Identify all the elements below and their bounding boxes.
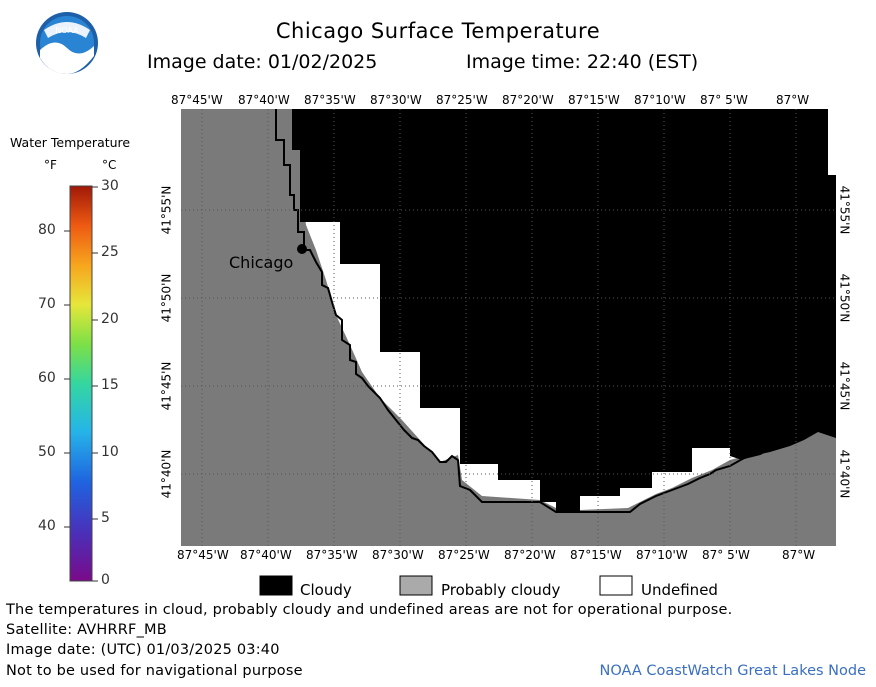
undefined-area [828, 109, 836, 175]
lat-tick-right: 41°40'N [837, 449, 852, 499]
utc-date-text: Image date: (UTC) 01/03/2025 03:40 [6, 642, 280, 658]
lat-tick-left: 41°50'N [159, 273, 174, 323]
lon-tick-top: 87°30'W [370, 93, 422, 107]
lon-tick-bottom: 87° 5'W [702, 548, 750, 562]
lat-tick-left: 41°55'N [159, 185, 174, 235]
navigation-warning: Not to be used for navigational purpose [6, 663, 303, 679]
image-date: Image date: 01/02/2025 [147, 51, 378, 73]
fahrenheit-tick: 80 [38, 222, 56, 238]
lon-tick-bottom: 87°W [782, 548, 816, 562]
lon-tick-bottom: 87°25'W [438, 548, 490, 562]
image-time: Image time: 22:40 (EST) [466, 51, 699, 73]
fahrenheit-tick: 50 [38, 444, 56, 460]
lon-tick-top: 87°15'W [568, 93, 620, 107]
lat-tick-right: 41°45'N [837, 361, 852, 411]
fahrenheit-tick: 70 [38, 296, 56, 312]
svg-text:NOAA: NOAA [55, 26, 79, 35]
lat-tick-right: 41°55'N [837, 185, 852, 235]
lon-tick-bottom: 87°35'W [306, 548, 358, 562]
undefined-label: Undefined [641, 581, 718, 599]
unit-celsius: °C [102, 158, 117, 172]
legend-title: Water Temperature [10, 135, 131, 150]
lon-tick-top: 87°25'W [436, 93, 488, 107]
celsius-tick: 0 [101, 572, 110, 588]
fahrenheit-tick: 40 [38, 518, 56, 534]
color-bar-ticks [64, 186, 98, 582]
city-label: Chicago [229, 253, 294, 272]
lat-tick-left: 41°40'N [159, 449, 174, 499]
disclaimer-text: The temperatures in cloud, probably clou… [6, 602, 733, 618]
cloudy-area [292, 109, 836, 512]
lon-tick-top: 87° 5'W [700, 93, 748, 107]
lon-tick-bottom: 87°40'W [240, 548, 292, 562]
noaa-logo: NOAA [36, 12, 98, 74]
lat-tick-left: 41°45'N [159, 361, 174, 411]
probably-cloudy-swatch [399, 575, 433, 596]
cloudy-label: Cloudy [300, 581, 352, 599]
lon-tick-bottom: 87°20'W [504, 548, 556, 562]
celsius-tick: 5 [101, 510, 110, 526]
lon-tick-top: 87°45'W [171, 93, 223, 107]
lon-tick-bottom: 87°15'W [570, 548, 622, 562]
unit-fahrenheit: °F [44, 158, 57, 172]
temperature-color-bar [69, 185, 93, 582]
cloudy-swatch [259, 575, 293, 596]
lat-tick-right: 41°50'N [837, 273, 852, 323]
lon-tick-top: 87°40'W [238, 93, 290, 107]
graticule [181, 109, 836, 546]
undefined-swatch [599, 575, 633, 596]
celsius-tick: 20 [101, 311, 119, 327]
satellite-text: Satellite: AVHRRF_MB [6, 622, 167, 638]
lon-tick-bottom: 87°45'W [177, 548, 229, 562]
credit-text: NOAA CoastWatch Great Lakes Node [599, 663, 866, 679]
celsius-tick: 25 [101, 244, 119, 260]
celsius-tick: 30 [101, 178, 119, 194]
lon-tick-top: 87°W [776, 93, 810, 107]
fahrenheit-tick: 60 [38, 370, 56, 386]
celsius-tick: 10 [101, 444, 119, 460]
lon-tick-top: 87°10'W [634, 93, 686, 107]
page-title: Chicago Surface Temperature [275, 19, 601, 43]
probably-cloudy-label: Probably cloudy [441, 581, 561, 599]
lon-tick-top: 87°20'W [502, 93, 554, 107]
lon-tick-top: 87°35'W [304, 93, 356, 107]
city-marker [297, 244, 307, 254]
celsius-tick: 15 [101, 377, 119, 393]
lon-tick-bottom: 87°10'W [636, 548, 688, 562]
lon-tick-bottom: 87°30'W [372, 548, 424, 562]
